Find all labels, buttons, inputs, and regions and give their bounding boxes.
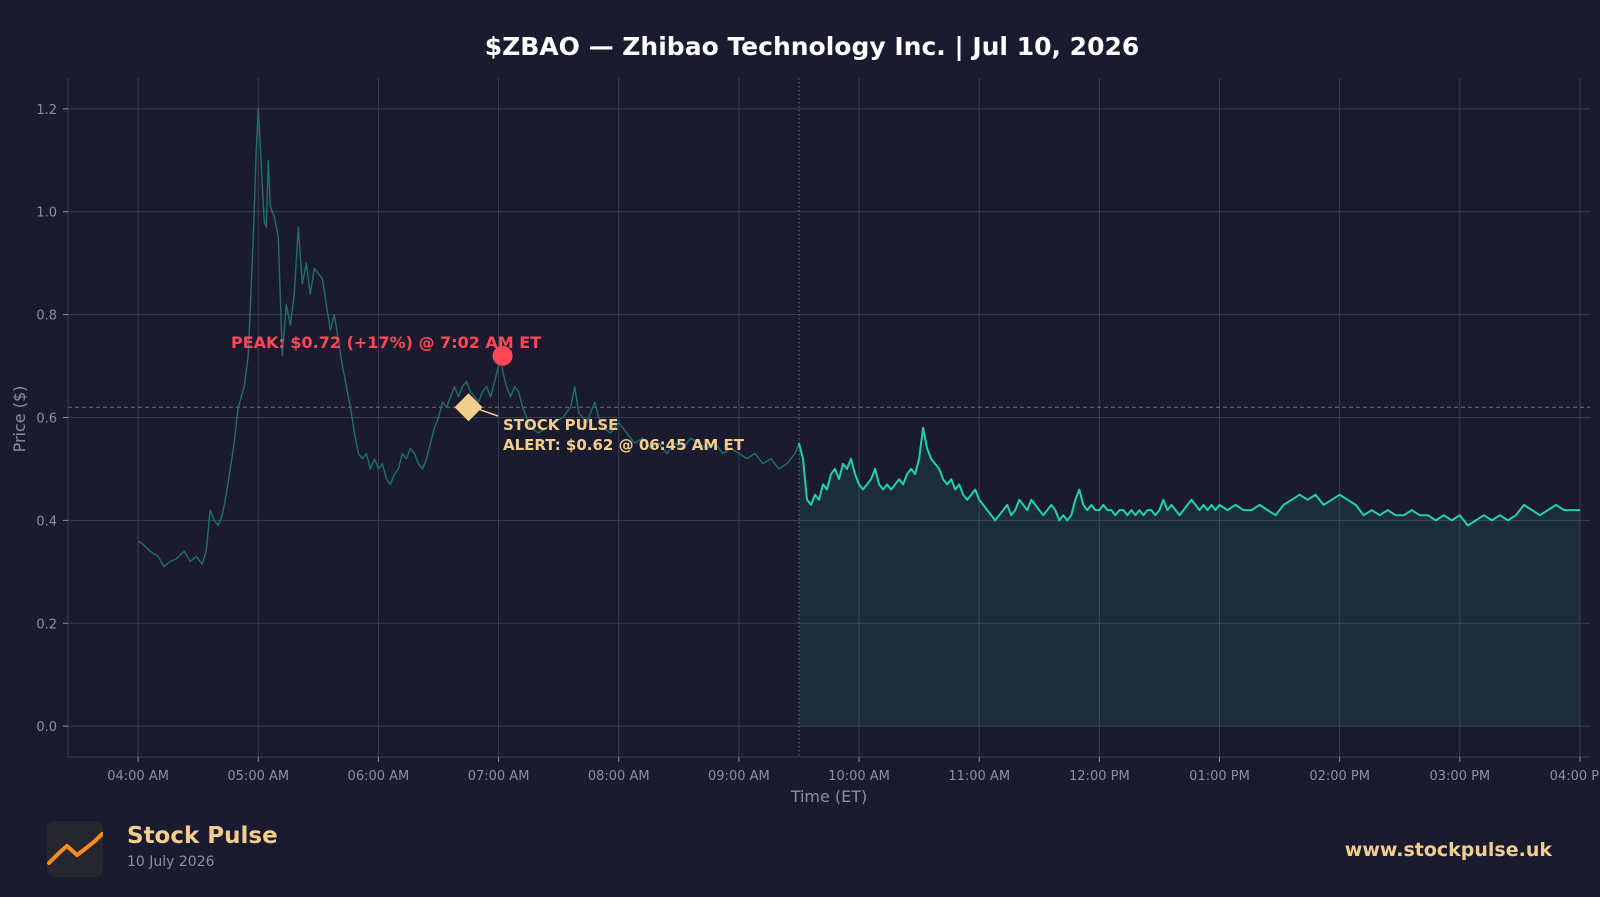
footer-website-link[interactable]: www.stockpulse.uk <box>1344 839 1552 861</box>
x-tick-label: 06:00 AM <box>348 769 410 784</box>
x-tick-label: 12:00 PM <box>1069 769 1130 784</box>
y-tick-label: 0.0 <box>36 720 57 735</box>
y-tick-label: 0.4 <box>36 514 57 529</box>
x-tick-label: 04:00 AM <box>107 769 169 784</box>
x-tick-label: 08:00 AM <box>588 769 650 784</box>
x-tick-label: 05:00 AM <box>227 769 289 784</box>
x-tick-label: 11:00 AM <box>948 769 1010 784</box>
annotations <box>454 345 513 422</box>
x-tick-label: 04:00 PM <box>1550 769 1600 784</box>
peak-marker <box>492 345 513 366</box>
grid-lines <box>68 78 1590 757</box>
regular-session-price-line <box>798 426 1580 527</box>
x-tick-label: 10:00 AM <box>828 769 890 784</box>
x-tick-label: 09:00 AM <box>708 769 770 784</box>
y-tick-label: 0.8 <box>36 309 57 324</box>
regular-session-fill <box>799 427 1580 727</box>
x-tick-label: 02:00 PM <box>1309 769 1370 784</box>
y-tick-label: 0.2 <box>36 617 57 632</box>
x-tick-labels: 04:00 AM 05:00 AM 06:00 AM 07:00 AM 08:00 AM… <box>107 757 1600 784</box>
y-tick-label: 0.6 <box>36 412 57 427</box>
alert-diamond-marker <box>454 393 483 422</box>
y-tick-labels: 0.0 0.2 0.4 0.6 0.8 1.0 1.2 <box>36 103 68 735</box>
price-lines <box>137 108 1580 568</box>
x-tick-label: 01:00 PM <box>1189 769 1250 784</box>
x-axis-label: Time (ET) <box>790 787 868 806</box>
stock-pulse-logo-icon <box>47 821 104 877</box>
chart-title: $ZBAO — Zhibao Technology Inc. | Jul 10,… <box>485 32 1140 61</box>
alert-annotation-detail: ALERT: $0.62 @ 06:45 AM ET <box>503 436 745 454</box>
premarket-price-line <box>137 108 800 568</box>
regular-session-area <box>799 427 1580 727</box>
y-tick-label: 1.0 <box>36 206 57 221</box>
alert-connector <box>478 408 499 417</box>
alert-annotation-title: STOCK PULSE <box>503 416 618 434</box>
footer-date: 10 July 2026 <box>127 854 215 870</box>
x-tick-label: 03:00 PM <box>1430 769 1491 784</box>
y-tick-label: 1.2 <box>36 103 57 118</box>
footer-brand-name: Stock Pulse <box>127 823 278 849</box>
y-axis-label: Price ($) <box>10 386 29 453</box>
peak-annotation-label: PEAK: $0.72 (+17%) @ 7:02 AM ET <box>231 333 541 352</box>
x-tick-label: 07:00 AM <box>468 769 530 784</box>
